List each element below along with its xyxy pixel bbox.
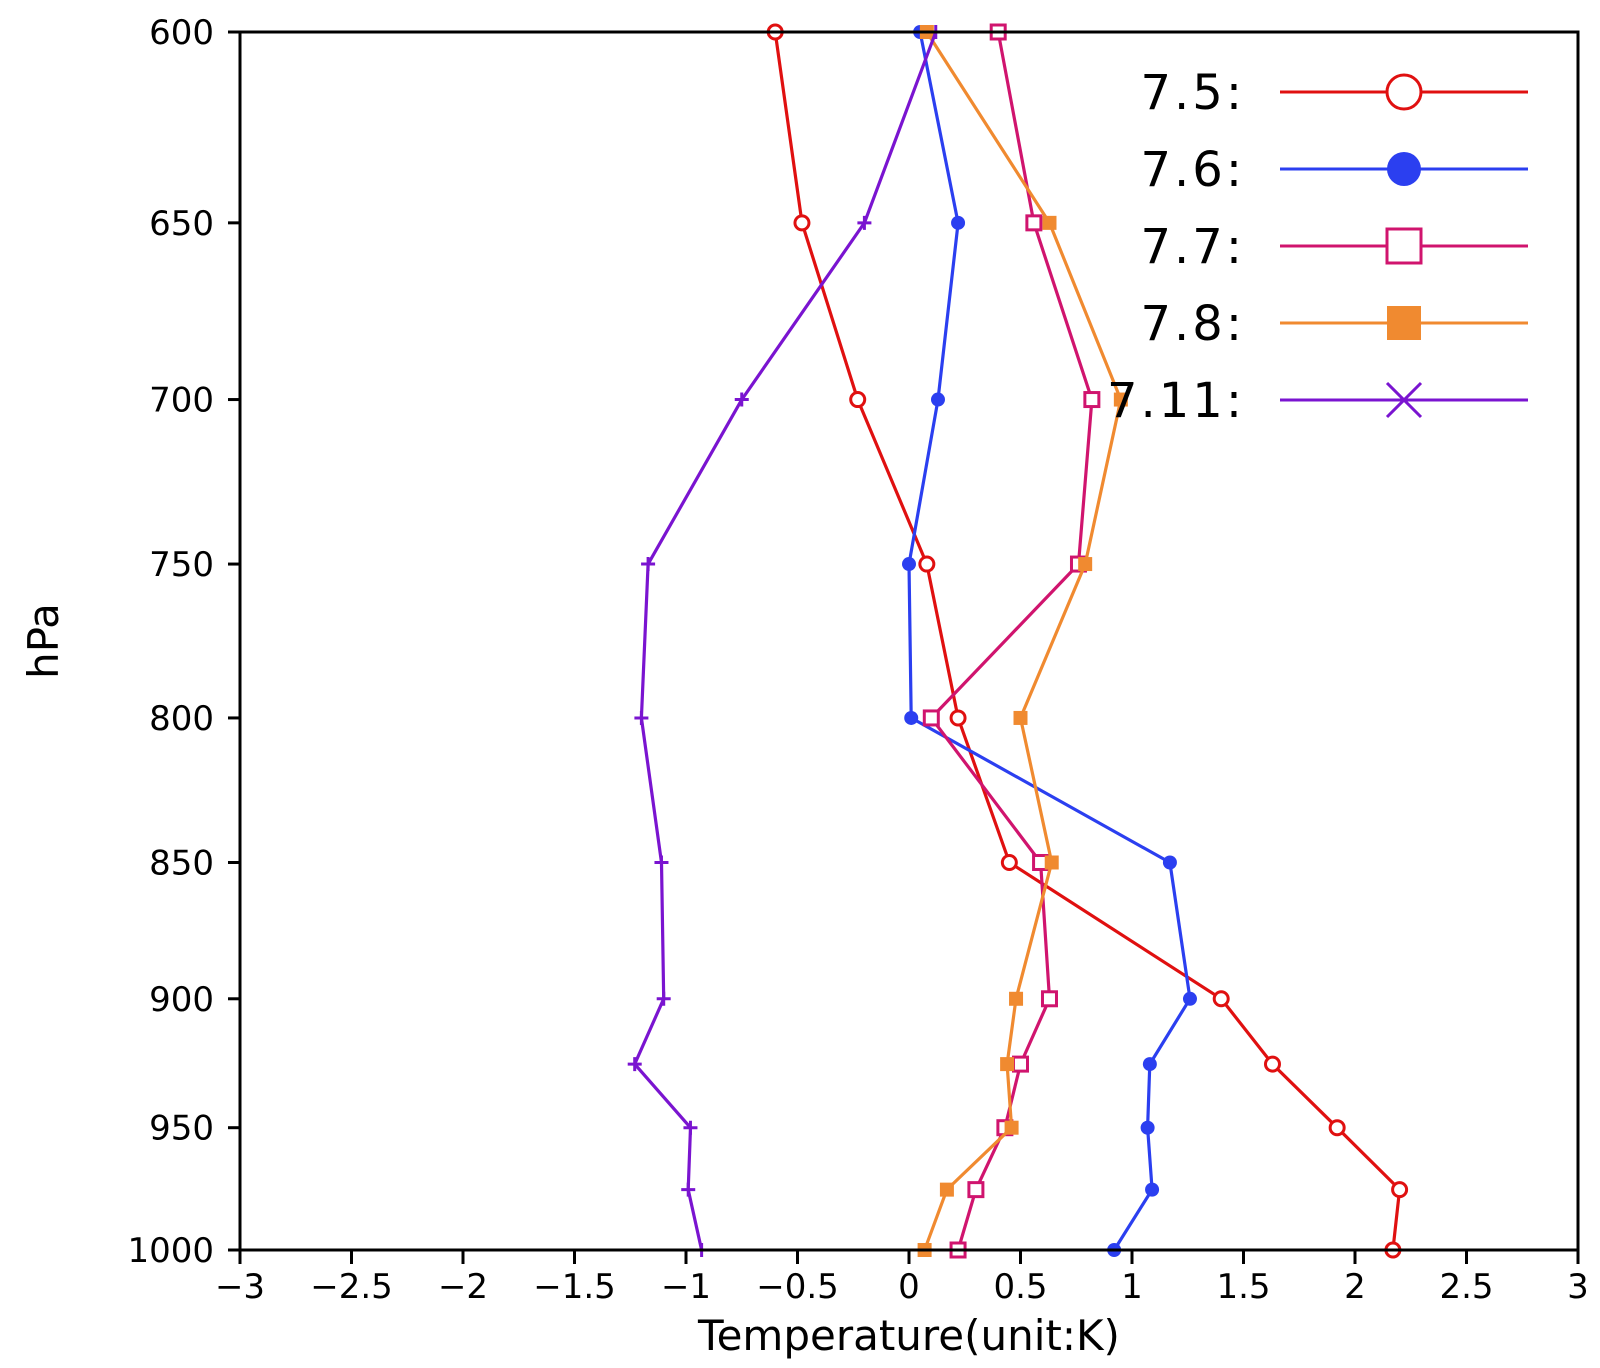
x-tick-label: 2: [1344, 1267, 1366, 1307]
data-point: [1328, 1119, 1346, 1137]
data-point: [949, 709, 967, 727]
x-tick-label: 1.5: [1216, 1267, 1270, 1307]
data-point: [1025, 214, 1043, 232]
y-tick-label: 650: [149, 204, 214, 244]
y-tick-label: 600: [149, 13, 214, 53]
x-axis: −3 −2.5 −2 −1.5 −1 −0.5 0 0.5 1 1.5 2 2.5 3: [215, 1250, 1589, 1307]
data-point: [857, 215, 872, 230]
legend-label: 7.5:: [1140, 65, 1245, 121]
data-point: [1142, 1057, 1157, 1072]
y-axis-title: hPa: [19, 603, 68, 679]
data-point: [641, 557, 656, 572]
legend-marker: [1387, 152, 1421, 186]
legend-marker: [1387, 306, 1421, 340]
data-point: [951, 215, 966, 230]
y-tick-label: 750: [149, 545, 214, 585]
x-tick-label: 3: [1567, 1267, 1589, 1307]
data-point: [656, 991, 671, 1006]
x-tick-label: 0: [898, 1267, 920, 1307]
legend-label: 7.7:: [1140, 219, 1245, 275]
legend-entry: 7.11:: [1107, 373, 1528, 429]
x-tick-label: −1.5: [533, 1267, 616, 1307]
data-point: [1004, 1120, 1019, 1135]
y-tick-label: 1000: [127, 1231, 214, 1271]
legend-entry: 7.5:: [1140, 65, 1528, 121]
data-point: [1162, 855, 1177, 870]
legend-label: 7.11:: [1107, 373, 1245, 429]
data-point: [1012, 1055, 1029, 1073]
data-point: [1391, 1181, 1409, 1199]
legend: 7.5: 7.6: 7.7: 7.8: 7.11:: [1107, 65, 1528, 429]
series-4: [917, 25, 1128, 1257]
legend-entry: 7.8:: [1140, 296, 1528, 352]
data-point: [904, 710, 919, 725]
data-point: [1078, 557, 1093, 572]
data-point: [1040, 990, 1058, 1008]
data-point: [1145, 1182, 1160, 1197]
data-point: [922, 709, 940, 727]
data-point: [1182, 991, 1197, 1006]
data-point: [627, 1057, 642, 1072]
y-axis: 600 650 700 750 800 850 900 950 1000: [127, 13, 240, 1271]
data-point: [918, 555, 936, 573]
legend-marker: [1385, 227, 1423, 265]
data-point: [1000, 853, 1018, 871]
data-point: [654, 855, 669, 870]
data-point: [734, 392, 749, 407]
y-tick-label: 700: [149, 381, 214, 421]
data-point: [634, 710, 649, 725]
x-tick-label: −1: [661, 1267, 711, 1307]
data-point: [939, 1182, 954, 1197]
legend-label: 7.8:: [1140, 296, 1245, 352]
data-point: [849, 391, 867, 409]
data-point: [1212, 990, 1230, 1008]
series-1: [766, 23, 1409, 1259]
y-tick-label: 900: [149, 980, 214, 1020]
legend-marker: [1385, 73, 1423, 111]
y-tick-label: 850: [149, 843, 214, 883]
data-point: [683, 1120, 698, 1135]
legend-label: 7.6:: [1140, 142, 1245, 198]
data-point: [1013, 710, 1028, 725]
x-tick-label: 2.5: [1439, 1267, 1493, 1307]
data-point: [1083, 391, 1101, 409]
data-point: [1263, 1055, 1281, 1073]
x-tick-label: −2: [438, 1267, 488, 1307]
data-point: [902, 557, 916, 572]
legend-entry: 7.7:: [1140, 219, 1528, 275]
data-point: [967, 1181, 985, 1199]
data-point: [1044, 855, 1059, 870]
x-tick-label: −3: [215, 1267, 265, 1307]
x-tick-label: −2.5: [310, 1267, 393, 1307]
legend-marker: [1385, 381, 1423, 419]
data-point: [1113, 392, 1128, 407]
legend-entry: 7.6:: [1140, 142, 1528, 198]
series-layer: [627, 23, 1409, 1259]
y-tick-label: 950: [149, 1109, 214, 1149]
x-tick-label: 0.5: [993, 1267, 1047, 1307]
data-point: [1009, 991, 1024, 1006]
x-axis-title: Temperature(unit:K): [697, 1311, 1120, 1360]
data-point: [793, 214, 811, 232]
data-point: [930, 392, 945, 407]
y-tick-label: 800: [149, 699, 214, 739]
x-tick-label: 1: [1121, 1267, 1143, 1307]
x-tick-label: −0.5: [756, 1267, 839, 1307]
data-point: [681, 1182, 696, 1197]
data-point: [1140, 1120, 1155, 1135]
data-point: [1000, 1057, 1015, 1072]
data-point: [1042, 215, 1057, 230]
